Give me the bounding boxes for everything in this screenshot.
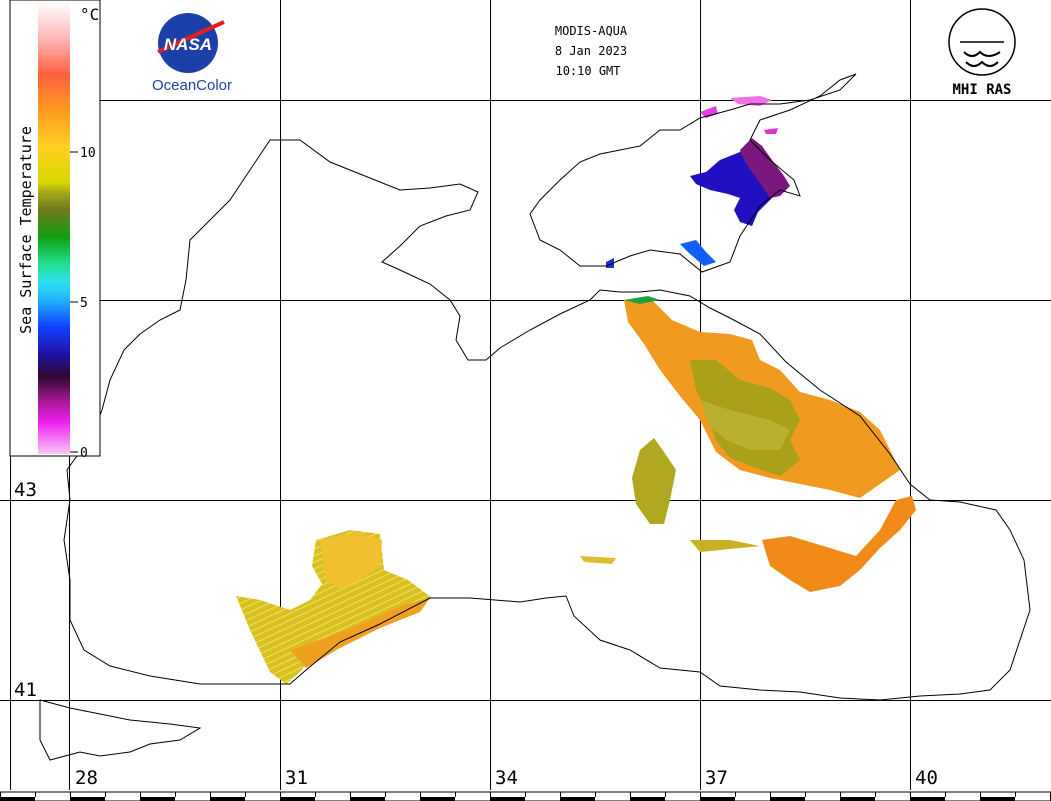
mhi-caption: MHI RAS [952, 82, 1011, 98]
nasa-meatball-icon [158, 13, 218, 73]
lat-label: 41 [14, 679, 37, 701]
east-green-edge [624, 296, 660, 304]
date-label: 8 Jan 2023 [555, 44, 627, 58]
colorbar: Sea Surface Temperature °C 10 5 0 [9, 0, 101, 461]
ruler-block [140, 797, 175, 801]
colorbar-gradient [38, 2, 70, 454]
ocean-color-caption: OceanColor [152, 77, 232, 94]
lon-labels: 28 31 34 37 40 [75, 767, 938, 789]
kerch-blue-patch [680, 240, 716, 266]
lon-label: 28 [75, 767, 98, 789]
ruler-block [770, 797, 805, 801]
ruler-block [840, 797, 875, 801]
coastline [39, 73, 1031, 761]
ruler-block [210, 797, 245, 801]
lat-labels: 43 41 [14, 479, 37, 701]
ruler-block [910, 797, 945, 801]
azov-magenta-patch [740, 138, 790, 198]
lon-label: 34 [495, 767, 518, 789]
ruler-block [420, 797, 455, 801]
black-sea-coast [63, 139, 1031, 701]
lon-label: 40 [915, 767, 938, 789]
ruler-block [700, 797, 735, 801]
southeast-scatter [690, 540, 760, 552]
central-olive-patch [632, 438, 676, 524]
ruler-block [980, 797, 1015, 801]
southeast-warm-patch [762, 496, 916, 592]
lon-label: 31 [285, 767, 308, 789]
colorbar-title: Sea Surface Temperature [17, 126, 35, 334]
lat-label: 43 [14, 479, 37, 501]
colorbar-tick-label: 10 [80, 146, 96, 161]
header: MODIS-AQUA 8 Jan 2023 10:10 GMT [555, 24, 628, 78]
sst-data [236, 96, 916, 684]
lon-ruler [0, 791, 1051, 801]
sensor-label: MODIS-AQUA [555, 24, 628, 38]
colorbar-tick-label: 0 [80, 446, 88, 461]
ruler-block [490, 797, 525, 801]
east-yellow-patch [700, 400, 790, 450]
azov-coast [529, 73, 857, 273]
colorbar-unit: °C [80, 5, 99, 24]
ruler-block [560, 797, 595, 801]
azov-pink-patch-3 [700, 106, 718, 118]
west-warm-core [320, 532, 382, 590]
ruler-block [630, 797, 665, 801]
southeast-scatter-2 [580, 556, 616, 564]
nasa-swoosh-icon [157, 20, 225, 54]
azov-pink-patch-2 [764, 128, 778, 134]
bosphorus-coast [39, 699, 202, 761]
nasa-logo: NASA OceanColor [152, 13, 232, 94]
ruler-block [280, 797, 315, 801]
time-label: 10:10 GMT [555, 64, 620, 78]
colorbar-tick-label: 5 [80, 296, 88, 311]
mhi-logo: MHI RAS [948, 8, 1016, 98]
lon-label: 37 [705, 767, 728, 789]
ruler-block [350, 797, 385, 801]
ruler-block [70, 797, 105, 801]
nasa-text: NASA [164, 35, 212, 54]
west-warm-patch [236, 530, 432, 684]
ruler-block [0, 797, 35, 801]
